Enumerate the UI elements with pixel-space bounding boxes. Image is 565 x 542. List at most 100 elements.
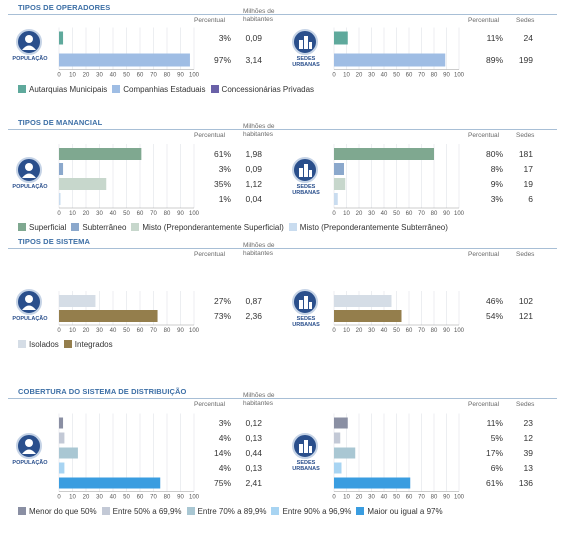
populacao-badge: POPULAÇÃO [6, 156, 54, 203]
percent-label: 3% [219, 33, 232, 43]
percent-label: 4% [219, 433, 232, 443]
bar [59, 417, 64, 429]
tick-label: 30 [96, 211, 103, 217]
bar [334, 432, 341, 444]
city-icon [292, 29, 318, 55]
bar-chart-right: 0 10 20 30 40 50 60 70 80 90 100 11% 24 89% 199 [332, 27, 534, 79]
tick-label: 90 [177, 73, 184, 79]
header-milhoes: Milhões de [243, 8, 275, 15]
tick-label: 70 [418, 73, 425, 79]
header-milhoes: Milhões de [243, 123, 275, 130]
tick-label: 40 [110, 73, 117, 79]
legend-label: Entre 90% a 96,9% [282, 506, 352, 516]
badge-label: POPULAÇÃO [12, 56, 48, 62]
bar [334, 148, 434, 160]
tick-label: 30 [368, 211, 375, 217]
tick-label: 20 [83, 73, 90, 79]
legend-label: Companhias Estaduais [123, 84, 206, 94]
value-label: 17 [524, 164, 534, 174]
populacao-badge: POPULAÇÃO [6, 288, 54, 335]
percent-label: 75% [214, 478, 231, 488]
legend-label: Misto (Preponderantemente Subterrâneo) [299, 223, 448, 233]
city-icon [292, 433, 318, 459]
value-label: 12 [524, 433, 534, 443]
tick-label: 60 [137, 328, 144, 334]
person-icon [16, 29, 42, 55]
value-label: 121 [519, 311, 533, 321]
legend-label: Maior ou igual a 97% [367, 506, 443, 516]
header-percentual-right: Percentual [468, 251, 500, 258]
value-label: 3,14 [245, 55, 262, 65]
tick-label: 30 [96, 495, 103, 501]
header-habitantes: habitantes [243, 131, 273, 138]
person-icon [16, 433, 42, 459]
bar [334, 447, 356, 459]
legend-swatch [18, 223, 26, 232]
legend-item: Isolados [18, 340, 59, 349]
tick-label: 60 [137, 495, 144, 501]
bar-chart-right: 0 10 20 30 40 50 60 70 80 90 100 80% 181 8% 17 9% 19 3% 6 [332, 144, 534, 217]
badge-label-2: URBANAS [292, 466, 320, 472]
percent-label: 54% [486, 311, 503, 321]
bar [334, 53, 446, 67]
value-label: 2,36 [245, 311, 262, 321]
section-divider [8, 14, 557, 15]
legend-label: Concessionárias Privadas [221, 84, 315, 94]
badge-label-1: SEDES [296, 183, 316, 190]
value-label: 19 [524, 179, 534, 189]
bar [59, 462, 65, 474]
legend-swatch [131, 223, 140, 232]
tick-label: 30 [368, 328, 375, 334]
header-percentual-left: Percentual [194, 251, 226, 258]
section-title: COBERTURA DO SISTEMA DE DISTRIBUIÇÃO [18, 387, 187, 396]
tick-label: 40 [381, 495, 388, 501]
value-label: 2,41 [245, 478, 262, 488]
percent-label: 35% [214, 179, 231, 189]
legend-item: Integrados [63, 340, 113, 350]
legend-item: Misto (Preponderantemente Subterrâneo) [288, 223, 448, 233]
value-label: 0,09 [245, 164, 262, 174]
tick-label: 20 [356, 495, 363, 501]
legend-item: Entre 50% a 69,9% [101, 506, 182, 516]
value-label: 24 [524, 33, 534, 43]
tick-label: 50 [393, 495, 400, 501]
tick-label: 70 [150, 211, 157, 217]
tick-label: 80 [431, 73, 438, 79]
tick-label: 80 [164, 211, 171, 217]
legend-label: Integrados [74, 340, 113, 350]
bar [59, 432, 65, 444]
percent-label: 27% [214, 296, 231, 306]
legend-item: Subterrâneo [71, 223, 126, 232]
city-icon [292, 156, 318, 183]
tick-label: 90 [177, 495, 184, 501]
tick-label: 80 [164, 328, 171, 334]
section-divider [8, 248, 557, 249]
legend-label: Superficial [29, 223, 67, 233]
badge-label-1: SEDES [296, 315, 316, 322]
percent-label: 11% [487, 418, 504, 428]
tick-label: 10 [69, 495, 76, 501]
legend-swatch [18, 84, 26, 93]
percent-label: 73% [214, 311, 231, 321]
percent-label: 3% [491, 194, 504, 204]
sedes-urbanas-badge: SEDES URBANAS [282, 433, 330, 479]
value-label: 13 [524, 463, 534, 473]
legend-swatch [18, 506, 26, 515]
legend-label: Menor do que 50% [29, 506, 97, 516]
value-label: 0,44 [245, 448, 262, 458]
badge-label-1: SEDES [296, 56, 316, 62]
legend-item: Companhias Estaduais [112, 84, 206, 94]
badge-label: POPULAÇÃO [12, 460, 48, 466]
value-label: 0,12 [245, 418, 262, 428]
legend: Superficial Subterrâneo Misto (Preponderan… [18, 223, 453, 232]
tick-label: 80 [164, 73, 171, 79]
value-label: 23 [524, 418, 534, 428]
value-label: 199 [519, 55, 533, 65]
percent-label: 9% [491, 179, 504, 189]
value-label: 0,09 [245, 33, 262, 43]
tick-label: 40 [110, 211, 117, 217]
bar [59, 163, 64, 175]
tick-label: 70 [418, 328, 425, 334]
legend-swatch [271, 506, 280, 515]
bar [334, 310, 402, 322]
